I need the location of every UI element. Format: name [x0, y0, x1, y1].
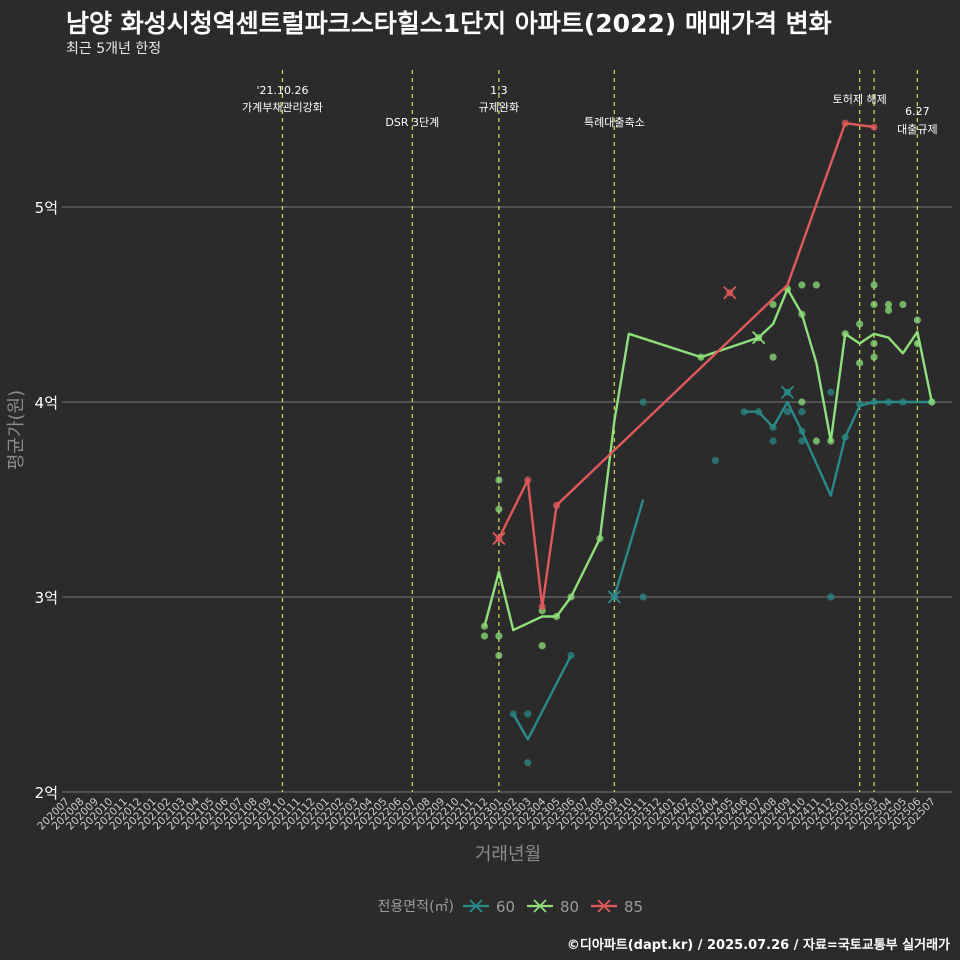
- legend-label-85: 85: [624, 898, 643, 916]
- series-60-line: [512, 654, 573, 741]
- series-80-point: [769, 300, 777, 309]
- legend-label-80: 80: [560, 898, 579, 916]
- series-60-point: [798, 437, 806, 445]
- series-60-point: [524, 710, 532, 718]
- series-80-point: [769, 353, 777, 361]
- series-80-point: [480, 632, 489, 640]
- y-tick-label: 4억: [35, 394, 58, 412]
- series-60-line: [744, 400, 932, 497]
- series-60-point: [639, 593, 647, 601]
- series-80-point: [538, 642, 546, 650]
- series-80-marker: [752, 331, 766, 345]
- series-80-point: [798, 281, 806, 289]
- series-85-marker: [723, 286, 737, 300]
- series-60-point: [798, 408, 806, 416]
- series-80-point: [495, 505, 503, 513]
- series-80-point: [812, 437, 820, 445]
- y-tick-label: 3억: [35, 589, 58, 607]
- event-label: 1.3: [490, 84, 508, 97]
- series-60-point: [639, 398, 647, 406]
- y-axis-title: 평균가(원): [6, 390, 27, 470]
- y-tick-label: 5억: [35, 199, 58, 217]
- series-80-point: [870, 339, 878, 348]
- series-80-point: [812, 281, 820, 289]
- series-80-point: [884, 306, 893, 314]
- chart-title: 남양 화성시청역센트럴파크스타힐스1단지 아파트(2022) 매매가격 변화: [66, 9, 832, 38]
- series-60-marker: [607, 590, 621, 604]
- series-85-marker: [492, 531, 506, 546]
- series-85-line: [497, 122, 875, 608]
- series-80-point: [913, 316, 921, 324]
- series-80-point: [856, 359, 864, 367]
- series-80-point: [870, 281, 878, 289]
- series-80-point: [495, 632, 503, 640]
- legend-key-80-marker: [533, 899, 547, 913]
- legend-key-85-marker: [597, 899, 611, 913]
- legend-key-60-marker: [469, 899, 483, 913]
- series-60-point: [783, 408, 792, 416]
- event-label: 대출규제: [897, 123, 937, 136]
- series-60-point: [827, 593, 835, 601]
- source-caption: ©디아파트(dapt.kr) / 2025.07.26 / 자료=국토교통부 실…: [566, 938, 950, 953]
- event-label: 규제완화: [479, 101, 519, 114]
- event-label: 특례대출축소: [584, 116, 645, 129]
- series-80-point: [870, 300, 878, 309]
- series-80-line: [483, 287, 933, 632]
- series-60-point: [711, 456, 719, 465]
- series-80-point: [495, 476, 503, 484]
- series-60-line: [613, 499, 645, 598]
- series-80-point: [798, 398, 806, 406]
- series-60-point: [769, 437, 777, 445]
- series-60-marker: [780, 385, 795, 399]
- series-80-point: [870, 353, 878, 361]
- event-label: 가계부채관리강화: [242, 101, 323, 114]
- series-60-point: [827, 388, 835, 396]
- event-label: 6.27: [905, 105, 930, 118]
- series-80-point: [899, 300, 907, 309]
- y-tick-label: 2억: [35, 784, 58, 802]
- series-80-point: [928, 398, 936, 406]
- series-80-point: [856, 320, 864, 328]
- event-label: 토허제 해제: [833, 92, 887, 106]
- chart-subtitle: 최근 5개년 한정: [66, 41, 162, 57]
- x-axis-title: 거래년월: [475, 844, 541, 865]
- legend-title: 전용면적(㎡): [378, 899, 454, 915]
- legend-label-60: 60: [496, 898, 515, 916]
- series-60-point: [524, 759, 532, 767]
- event-label: DSR 3단계: [385, 116, 439, 129]
- event-label: '21.10.26: [256, 84, 308, 97]
- series-80-point: [884, 300, 893, 309]
- series-80-point: [495, 651, 503, 660]
